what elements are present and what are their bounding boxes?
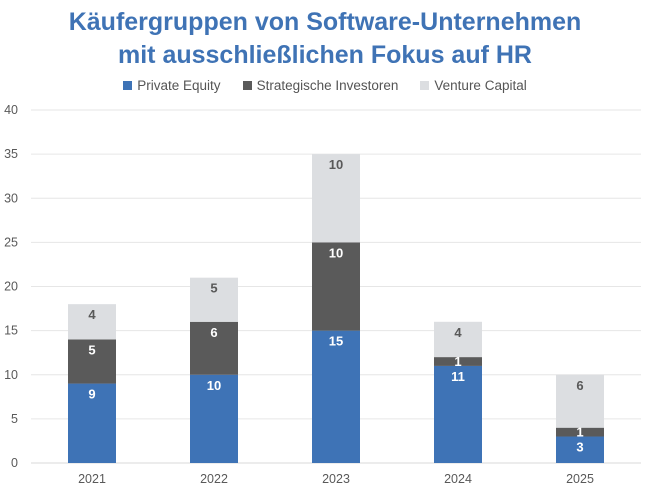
bar-segment-private-equity — [312, 330, 360, 463]
y-tick-label: 0 — [11, 456, 18, 470]
bar-segment-strategische-investoren — [434, 357, 482, 366]
chart-title-line-1: Käufergruppen von Software-Unternehmen — [68, 8, 582, 36]
data-label: 15 — [329, 334, 343, 349]
data-label: 1 — [576, 425, 583, 440]
data-label: 5 — [88, 342, 95, 357]
legend-swatch-strategische-investoren — [242, 81, 252, 90]
data-label: 10 — [329, 245, 343, 260]
bar-segment-venture-capital — [68, 304, 116, 340]
x-axis: 2021 2022 2023 2024 2025 — [78, 472, 594, 486]
legend-swatch-private-equity — [123, 81, 133, 90]
chart-title-line-2: mit ausschließlichen Fokus auf HR — [118, 41, 532, 69]
data-label: 6 — [576, 378, 583, 393]
data-label: 11 — [451, 369, 465, 384]
y-tick-label: 20 — [4, 280, 18, 294]
data-label: 4 — [88, 307, 96, 322]
legend: Private Equity Strategische Investoren V… — [0, 78, 650, 93]
y-tick-label: 15 — [4, 324, 18, 338]
data-label: 10 — [329, 157, 343, 172]
legend-swatch-venture-capital — [420, 81, 430, 90]
data-label: 1 — [454, 354, 461, 369]
bar-segment-private-equity — [434, 365, 482, 463]
bar-segment-venture-capital — [312, 154, 360, 243]
bar-segment-venture-capital — [556, 374, 604, 428]
legend-item-private-equity: Private Equity — [123, 78, 221, 93]
bar-segment-strategische-investoren — [312, 242, 360, 331]
x-tick-label: 2025 — [566, 472, 594, 486]
x-tick-label: 2023 — [322, 472, 350, 486]
data-label: 4 — [454, 325, 462, 340]
legend-item-venture-capital: Venture Capital — [420, 78, 527, 93]
bar-segment-private-equity — [190, 374, 238, 463]
bar-segment-private-equity — [68, 383, 116, 463]
legend-item-strategische-investoren: Strategische Investoren — [242, 78, 399, 93]
bar-segment-strategische-investoren — [556, 427, 604, 437]
legend-label: Private Equity — [137, 78, 221, 93]
y-tick-label: 35 — [4, 147, 18, 161]
data-label: 6 — [210, 325, 217, 340]
y-tick-label: 5 — [11, 412, 18, 426]
bar-segment-private-equity — [556, 436, 604, 463]
legend-label: Strategische Investoren — [256, 78, 399, 93]
bar-segment-strategische-investoren — [190, 321, 238, 375]
data-label: 5 — [210, 281, 217, 296]
y-tick-label: 10 — [4, 368, 18, 382]
bar-segment-venture-capital — [434, 321, 482, 358]
bar-segment-venture-capital — [190, 277, 238, 322]
y-tick-label: 25 — [4, 235, 18, 249]
y-tick-label: 30 — [4, 191, 18, 205]
legend-label: Venture Capital — [434, 78, 527, 93]
chart-title: Käufergruppen von Software-Unternehmen m… — [0, 6, 650, 72]
y-tick-label: 40 — [4, 103, 18, 117]
x-tick-label: 2024 — [444, 472, 472, 486]
x-tick-label: 2021 — [78, 472, 106, 486]
y-axis: 0 5 10 15 20 25 30 35 40 — [4, 103, 18, 470]
data-label: 9 — [88, 387, 95, 402]
bar-segment-strategische-investoren — [68, 339, 116, 384]
data-label: 3 — [576, 440, 583, 455]
x-tick-label: 2022 — [200, 472, 228, 486]
data-label: 10 — [207, 378, 221, 393]
